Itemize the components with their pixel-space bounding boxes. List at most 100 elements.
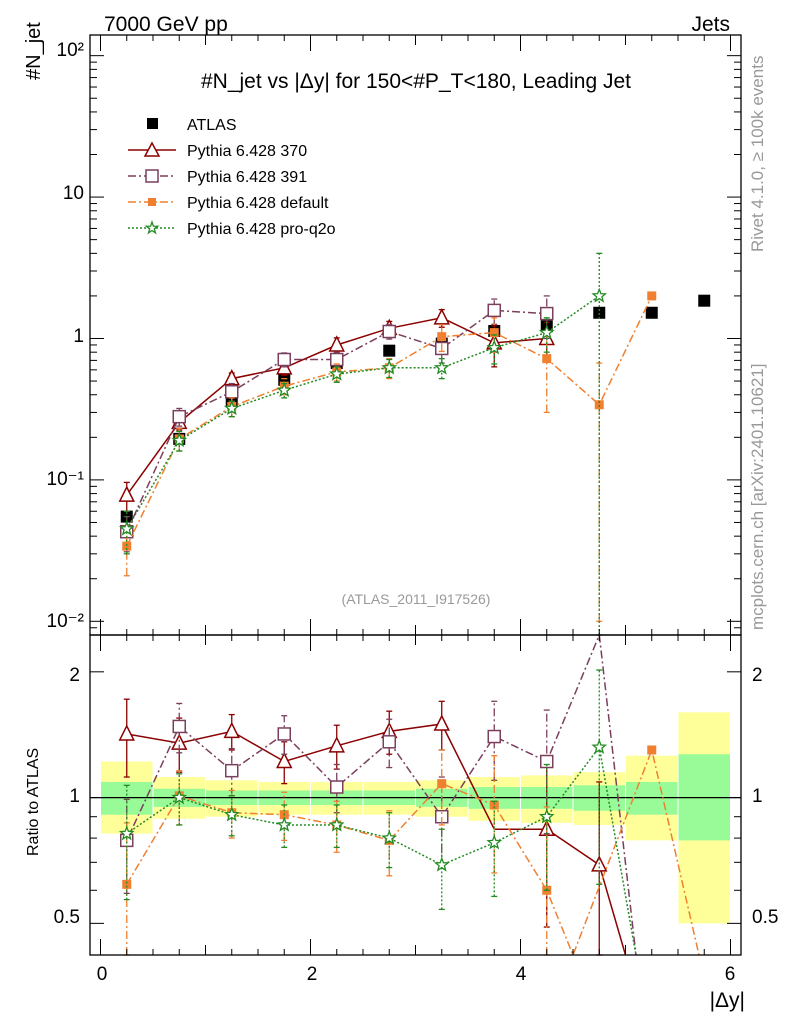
ratio-y-tick-label-left: 0.5 (54, 907, 80, 928)
legend-entry-pythia-default: Pythia 6.428 default (128, 195, 329, 212)
ratio-data-point (382, 735, 396, 749)
main-data-point (225, 385, 239, 399)
main-data-point (486, 339, 503, 355)
x-axis-title: |Δy| (710, 989, 745, 1012)
main-data-point (118, 485, 135, 502)
ratio-data-point (489, 800, 499, 810)
ratio-data-point (118, 724, 135, 741)
main-data-point (542, 354, 552, 364)
x-tick-label: 4 (516, 964, 527, 985)
ratio-uncertainty-bands (90, 712, 741, 924)
main-series-line (126, 295, 653, 547)
ratio-data-point (225, 763, 239, 778)
main-data-point (489, 328, 499, 338)
legend-entry-pythia-391: Pythia 6.428 391 (128, 169, 307, 186)
axes-frame (89, 34, 742, 956)
ratio-data-point (437, 779, 447, 789)
ratio-y-axis-title: Ratio to ATLAS (25, 748, 42, 856)
main-data-point (382, 324, 396, 339)
ratio-data-point (118, 825, 135, 841)
main-data-point (594, 400, 604, 410)
y-axis-title: #N_jet (23, 22, 45, 80)
ratio-y-tick-label-right: 2 (752, 665, 763, 686)
main-data-point (328, 335, 345, 352)
x-tick-label: 6 (725, 964, 736, 985)
main-y-tick-label: 10² (57, 40, 84, 61)
ratio-series-line (126, 747, 700, 958)
ratio-series-pythia-6-428-pro-q2o (118, 669, 637, 956)
main-data-point (122, 541, 132, 551)
ratio-y-tick-label-left: 1 (69, 786, 80, 807)
main-data-point (698, 294, 711, 307)
legend-label-pro-q2o: Pythia 6.428 pro-q2o (187, 221, 336, 238)
ratio-data-point (172, 719, 186, 734)
main-data-point (330, 352, 344, 367)
main-y-tick-labels: 10⁻² 10⁻¹ 1 10 10² (47, 40, 85, 632)
ratio-data-point (328, 736, 345, 753)
main-series-line (126, 309, 547, 533)
data-series (118, 252, 711, 958)
main-y-tick-label: 10 (63, 183, 84, 204)
ratio-y-tick-label-left: 2 (69, 665, 80, 686)
ratio-y-tick-label-right: 1 (752, 786, 763, 807)
side-label-mcplots: mcplots.cern.ch [arXiv:2401.10621] (748, 364, 767, 630)
ratio-data-point (538, 808, 555, 824)
main-data-point (647, 291, 657, 301)
legend-marker-370 (143, 141, 161, 157)
legend-label-370: Pythia 6.428 370 (187, 143, 307, 160)
main-data-point (276, 382, 293, 398)
legend: ATLAS Pythia 6.428 370 Pythia 6.428 391 … (128, 117, 336, 238)
main-y-tick-label: 10⁻² (47, 611, 85, 632)
ratio-data-point (487, 729, 501, 744)
ratio-data-point (122, 879, 132, 889)
main-data-point (593, 306, 606, 319)
ratio-data-point (171, 789, 188, 805)
ratio-data-point (223, 721, 240, 739)
main-data-point (433, 359, 450, 375)
legend-marker-391 (145, 169, 159, 183)
header-left: 7000 GeV pp (104, 13, 228, 36)
stat-uncertainty-band (626, 781, 678, 815)
legend-entry-pythia-370: Pythia 6.428 370 (128, 141, 307, 160)
main-y-tick-label: 10⁻¹ (47, 469, 85, 490)
main-data-point (381, 359, 398, 375)
main-data-point (223, 400, 240, 416)
main-data-point (383, 344, 396, 357)
main-series-pythia-6-428-391 (120, 295, 554, 553)
header-right: Jets (691, 13, 730, 36)
main-series-line (126, 295, 600, 530)
ratio-data-point (647, 745, 657, 755)
ratio-data-point (276, 816, 293, 832)
main-series-pythia-6-428-default (122, 291, 657, 622)
main-data-point (328, 365, 345, 381)
ratio-data-point (433, 856, 450, 872)
main-data-point (591, 287, 608, 303)
ratio-data-point (276, 751, 293, 769)
main-data-point (118, 520, 135, 536)
legend-marker-default (148, 198, 156, 206)
legend-entry-atlas: ATLAS (147, 117, 237, 134)
main-data-point (171, 432, 188, 448)
legend-label-391: Pythia 6.428 391 (187, 169, 307, 186)
x-tick-label: 2 (307, 964, 318, 985)
main-y-tick-label: 1 (73, 326, 84, 347)
side-label-rivet: Rivet 4.1.0, ≥ 100k events (748, 56, 767, 252)
main-data-point (433, 308, 450, 325)
ratio-data-point (591, 738, 608, 754)
x-tick-label: 0 (97, 964, 108, 985)
ratio-series-pythia-6-428-370 (118, 698, 627, 956)
legend-marker-atlas (147, 118, 158, 129)
x-tick-labels: 0 2 4 6 (97, 964, 736, 985)
ratio-y-tick-labels: 0.5 1 2 0.5 1 2 (54, 665, 779, 928)
main-series-atlas (120, 294, 711, 523)
ratio-data-point (486, 834, 503, 850)
watermark: (ATLAS_2011_I917526) (342, 591, 491, 607)
ratio-series-pythia-6-428-391 (120, 632, 637, 956)
legend-label-default: Pythia 6.428 default (187, 195, 329, 212)
legend-entry-pythia-pro-q2o: Pythia 6.428 pro-q2o (128, 219, 336, 238)
main-data-point (645, 306, 658, 319)
legend-label-atlas: ATLAS (187, 117, 237, 134)
chart-title: #N_jet vs |Δy| for 150<#P_T<180, Leading… (201, 70, 631, 93)
ratio-data-point (328, 816, 345, 832)
